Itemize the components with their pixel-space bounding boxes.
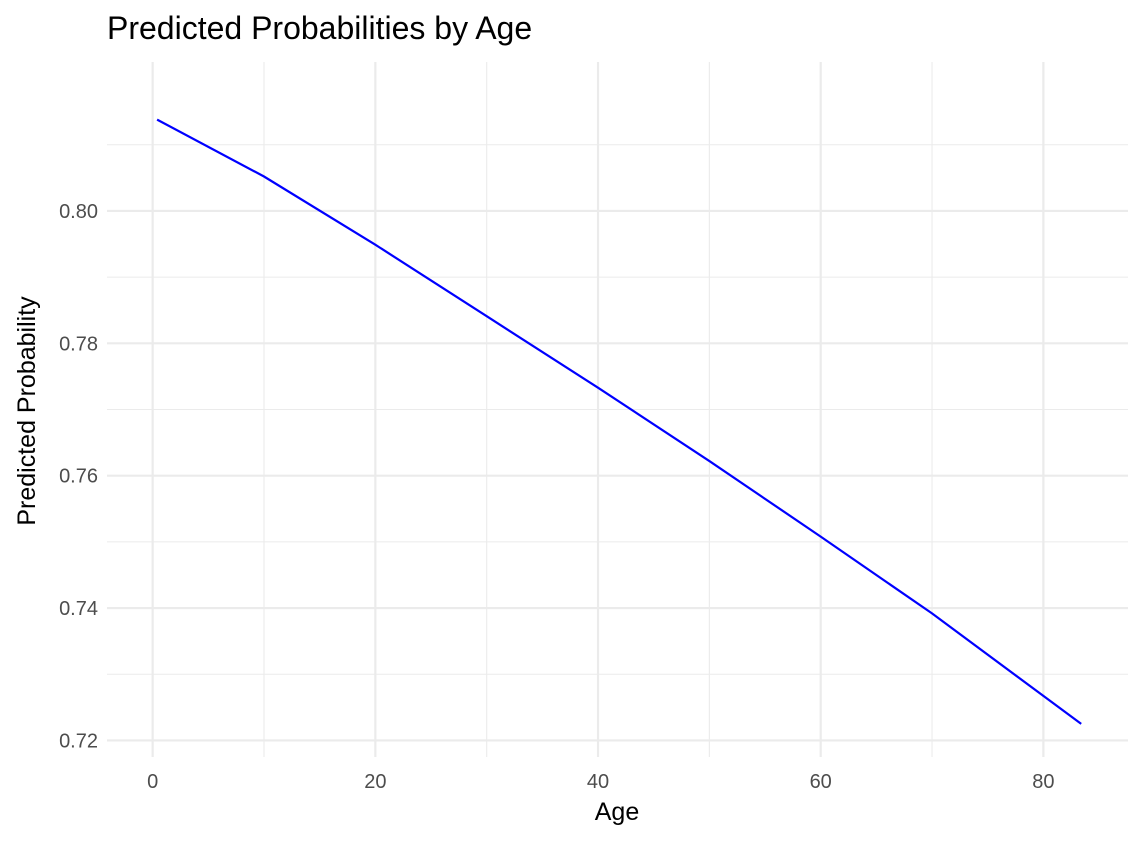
x-tick-label: 80 <box>1032 771 1054 793</box>
x-tick-label: 60 <box>810 771 832 793</box>
y-axis-title: Predicted Probability <box>13 296 41 526</box>
y-tick-label: 0.80 <box>59 201 98 223</box>
y-tick-label: 0.76 <box>59 466 98 488</box>
x-tick-label: 0 <box>147 771 158 793</box>
y-tick-label: 0.78 <box>59 333 98 355</box>
predicted-probability-line <box>156 118 1082 725</box>
major-gridlines <box>107 62 1128 757</box>
x-tick-label: 40 <box>587 771 609 793</box>
x-axis-tick-labels: 0 20 40 60 80 <box>147 771 1054 793</box>
series-lines <box>156 118 1082 725</box>
x-axis-title: Age <box>595 798 639 826</box>
x-tick-label: 20 <box>364 771 386 793</box>
y-axis-tick-labels: 0.72 0.74 0.76 0.78 0.80 <box>59 201 98 753</box>
y-tick-label: 0.74 <box>59 598 98 620</box>
y-tick-label: 0.72 <box>59 730 98 752</box>
chart-title: Predicted Probabilities by Age <box>107 10 532 46</box>
minor-gridlines <box>107 62 1128 757</box>
